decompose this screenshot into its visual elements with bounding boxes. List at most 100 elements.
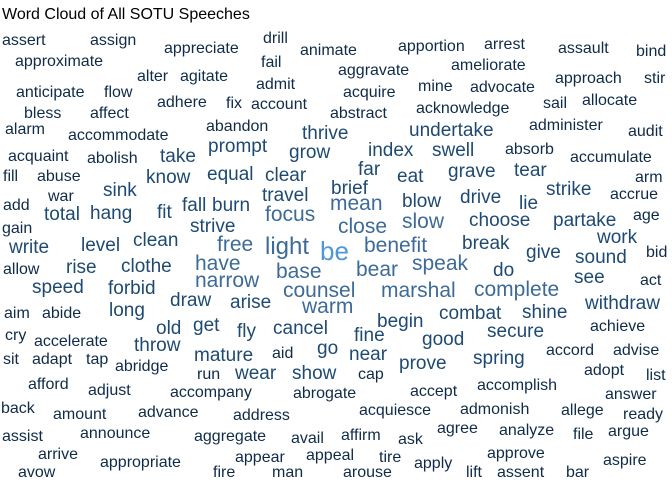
word-close: close	[338, 215, 387, 238]
word-accompany: accompany	[170, 384, 252, 401]
word-approach: approach	[555, 70, 622, 87]
word-thrive: thrive	[302, 123, 348, 144]
word-counsel: counsel	[283, 279, 355, 302]
word-acquiesce: acquiesce	[359, 402, 431, 419]
word-sound: sound	[575, 247, 627, 268]
word-abuse: abuse	[37, 168, 81, 185]
word-clean: clean	[133, 230, 178, 251]
word-animate: animate	[300, 42, 357, 59]
word-good: good	[422, 329, 464, 350]
word-assign: assign	[90, 32, 136, 49]
word-anticipate: anticipate	[16, 84, 85, 101]
word-accrue: accrue	[610, 186, 658, 203]
word-strive: strive	[190, 216, 235, 237]
word-lift: lift	[466, 464, 483, 480]
word-abrogate: abrogate	[293, 385, 356, 402]
word-appreciate: appreciate	[164, 40, 239, 57]
word-acquaint: acquaint	[8, 148, 69, 165]
word-cap: cap	[358, 366, 384, 383]
word-speed: speed	[32, 277, 84, 298]
word-lie: lie	[519, 193, 538, 214]
word-appropriate: appropriate	[100, 454, 181, 471]
word-agree: agree	[437, 420, 478, 437]
word-warm: warm	[301, 295, 353, 318]
word-acquire: acquire	[343, 84, 396, 101]
word-run: run	[197, 366, 220, 383]
word-aspire: aspire	[603, 452, 647, 469]
word-break: break	[462, 233, 510, 254]
word-age: age	[633, 207, 660, 224]
word-write: write	[8, 237, 49, 258]
word-advocate: advocate	[470, 79, 535, 96]
word-sail: sail	[543, 95, 567, 112]
word-fix: fix	[226, 95, 242, 112]
word-marshal: marshal	[381, 279, 456, 302]
word-grave: grave	[448, 161, 496, 182]
word-advise: advise	[613, 342, 659, 359]
word-account: account	[251, 96, 308, 113]
word-work: work	[596, 227, 638, 248]
word-alarm: alarm	[5, 121, 45, 138]
word-agitate: agitate	[180, 68, 228, 85]
word-drill: drill	[263, 30, 288, 47]
word-cancel: cancel	[273, 318, 328, 339]
word-arrive: arrive	[38, 446, 78, 463]
word-benefit: benefit	[364, 234, 427, 257]
word-assent: assent	[497, 464, 545, 480]
word-tear: tear	[514, 160, 547, 181]
word-brief: brief	[331, 178, 369, 199]
word-light: light	[265, 233, 309, 260]
word-tire: tire	[379, 449, 401, 466]
word-bind: bind	[636, 43, 666, 60]
word-bear: bear	[356, 258, 398, 281]
word-gain: gain	[2, 220, 32, 237]
word-base: base	[276, 260, 322, 283]
word-do: do	[493, 260, 514, 281]
word-near: near	[349, 344, 388, 365]
word-adhere: adhere	[157, 94, 207, 111]
word-show: show	[292, 363, 337, 384]
word-mine: mine	[418, 78, 453, 95]
word-be: be	[320, 236, 349, 266]
word-forbid: forbid	[108, 278, 156, 299]
word-drive: drive	[460, 187, 501, 208]
word-begin: begin	[377, 311, 424, 332]
word-fit: fit	[157, 202, 173, 223]
word-combat: combat	[439, 303, 502, 324]
word-accomplish: accomplish	[477, 377, 557, 394]
word-accumulate: accumulate	[570, 149, 652, 166]
word-acknowledge: acknowledge	[416, 100, 510, 117]
word-fail: fail	[261, 54, 281, 71]
word-aid: aid	[272, 345, 293, 362]
word-apportion: apportion	[398, 38, 465, 55]
word-bid: bid	[646, 244, 667, 261]
word-swell: swell	[432, 140, 474, 161]
chart-title: Word Cloud of All SOTU Speeches	[2, 6, 250, 23]
word-allege: allege	[561, 402, 604, 419]
word-wear: wear	[234, 363, 277, 384]
word-ready: ready	[623, 406, 663, 423]
word-act: act	[640, 272, 662, 289]
word-focus: focus	[265, 203, 315, 226]
word-alter: alter	[137, 68, 169, 85]
word-avow: avow	[18, 464, 56, 480]
word-know: know	[146, 167, 191, 188]
word-fire: fire	[213, 464, 235, 480]
word-administer: administer	[529, 117, 603, 134]
word-go: go	[317, 338, 338, 359]
word-secure: secure	[487, 321, 544, 342]
word-bar: bar	[566, 464, 590, 480]
word-afford: afford	[28, 376, 69, 393]
word-abridge: abridge	[115, 358, 168, 375]
word-travel: travel	[262, 185, 308, 206]
word-fine: fine	[354, 325, 385, 346]
word-war: war	[47, 188, 74, 205]
word-slow: slow	[402, 210, 445, 233]
word-list: list	[646, 367, 666, 384]
word-add: add	[3, 197, 30, 214]
word-fill: fill	[3, 168, 18, 185]
word-speak: speak	[412, 252, 469, 275]
word-fall: fall	[182, 195, 206, 216]
word-clothe: clothe	[121, 256, 172, 277]
